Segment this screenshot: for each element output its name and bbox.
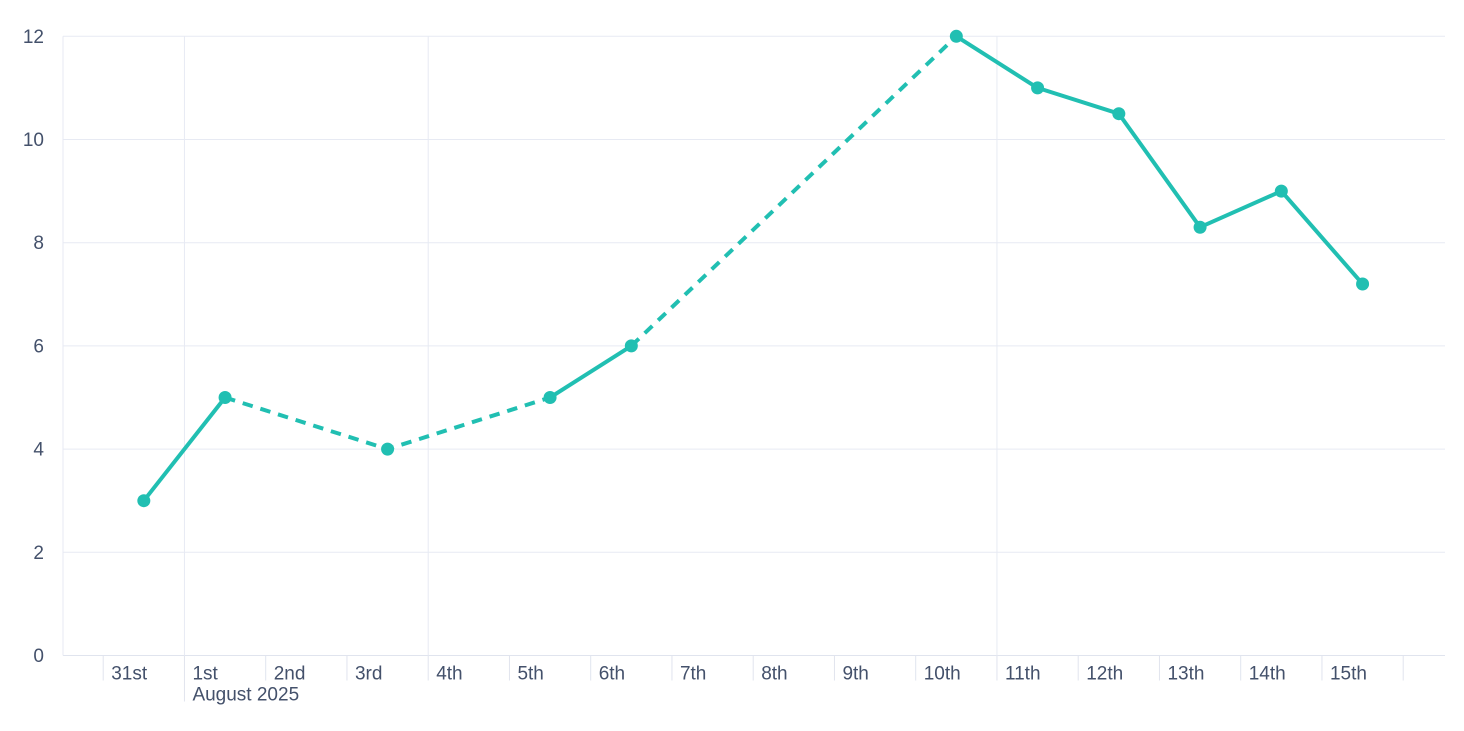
x-axis-label: 5th bbox=[517, 664, 543, 685]
data-point-marker[interactable] bbox=[1274, 184, 1288, 198]
x-axis-label: 14th bbox=[1249, 664, 1286, 685]
x-axis-label: 1st bbox=[192, 664, 218, 685]
data-point-marker[interactable] bbox=[949, 29, 963, 43]
y-axis-label: 10 bbox=[23, 130, 44, 151]
x-axis-label: 31st bbox=[111, 664, 148, 685]
x-axis-label: 10th bbox=[924, 664, 961, 685]
x-axis-label: 8th bbox=[761, 664, 787, 685]
data-point-marker[interactable] bbox=[381, 442, 395, 456]
x-axis-label: 15th bbox=[1330, 664, 1367, 685]
data-point-marker[interactable] bbox=[1356, 277, 1370, 291]
x-axis-label: 9th bbox=[842, 664, 868, 685]
series-line-segment-dashed bbox=[629, 34, 958, 348]
x-axis-month-label: August 2025 bbox=[192, 685, 299, 706]
x-axis-label: 13th bbox=[1167, 664, 1204, 685]
x-axis-label: 6th bbox=[599, 664, 625, 685]
y-axis-label: 4 bbox=[33, 440, 44, 461]
x-axis-label: 2nd bbox=[274, 664, 306, 685]
y-axis-label: 2 bbox=[33, 543, 44, 564]
data-point-marker[interactable] bbox=[1193, 220, 1207, 234]
data-point-marker[interactable] bbox=[218, 391, 232, 404]
series-line-segment-dashed bbox=[224, 395, 551, 452]
data-point-marker[interactable] bbox=[1031, 81, 1045, 95]
y-axis-label: 6 bbox=[33, 336, 44, 357]
data-point-marker[interactable] bbox=[543, 391, 557, 404]
series-line-segment-solid bbox=[548, 343, 634, 400]
y-axis-label: 8 bbox=[33, 233, 44, 254]
data-point-marker[interactable] bbox=[137, 494, 151, 508]
y-axis-label: 12 bbox=[23, 27, 44, 48]
series-line-segment-solid bbox=[954, 34, 1365, 286]
x-axis-label: 12th bbox=[1086, 664, 1123, 685]
x-axis-label: 4th bbox=[436, 664, 462, 685]
data-point-marker[interactable] bbox=[624, 339, 638, 353]
y-axis-label: 0 bbox=[33, 646, 44, 667]
x-axis-label: 7th bbox=[680, 664, 706, 685]
series-line-segment-solid bbox=[141, 395, 228, 503]
x-axis-label: 3rd bbox=[355, 664, 382, 685]
x-axis-label: 11th bbox=[1005, 664, 1041, 685]
data-point-marker[interactable] bbox=[1112, 107, 1126, 121]
